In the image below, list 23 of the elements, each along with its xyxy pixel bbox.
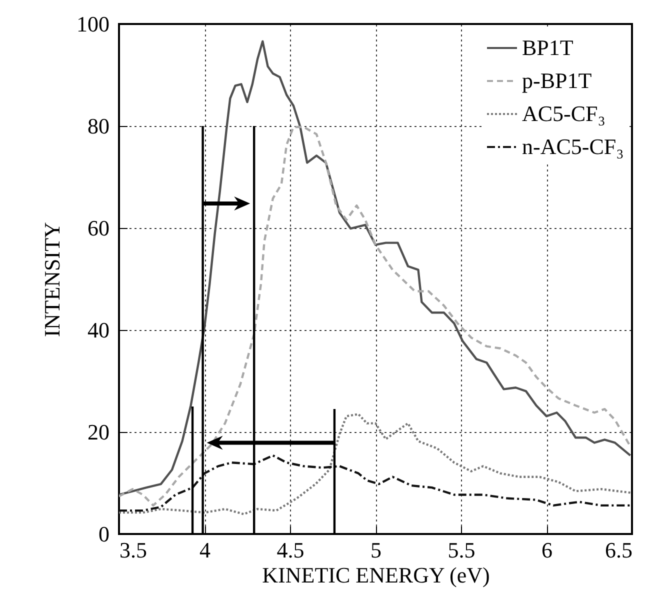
y-tick-label: 20 [88,420,110,444]
y-tick-label: 100 [76,12,110,36]
y-tick-label: 60 [88,216,110,240]
x-tick-label: 5 [370,538,382,562]
legend-label: n-AC5-CF₃ [522,134,624,159]
x-tick-label: 3.5 [120,538,147,562]
line-series [119,126,632,507]
line-series [119,40,632,496]
x-tick-label: 6.5 [605,538,632,562]
x-tick-label: 4.5 [276,538,304,562]
y-tick-label: 80 [88,114,110,138]
x-axis-title: KINETIC ENERGY (eV) [262,562,490,588]
x-tick-label: 5.5 [448,538,476,562]
x-tick-label: 6 [542,538,552,562]
legend-label: AC5-CF₃ [522,101,606,126]
y-tick-label: 0 [98,522,110,546]
legend-label: p-BP1T [522,68,592,93]
line-series [119,454,632,512]
x-tick-label: 4 [200,538,210,562]
y-axis-title: INTENSITY [40,222,64,337]
legend-label: BP1T [522,35,574,60]
y-tick-label: 40 [88,318,110,342]
line-series [119,413,632,516]
